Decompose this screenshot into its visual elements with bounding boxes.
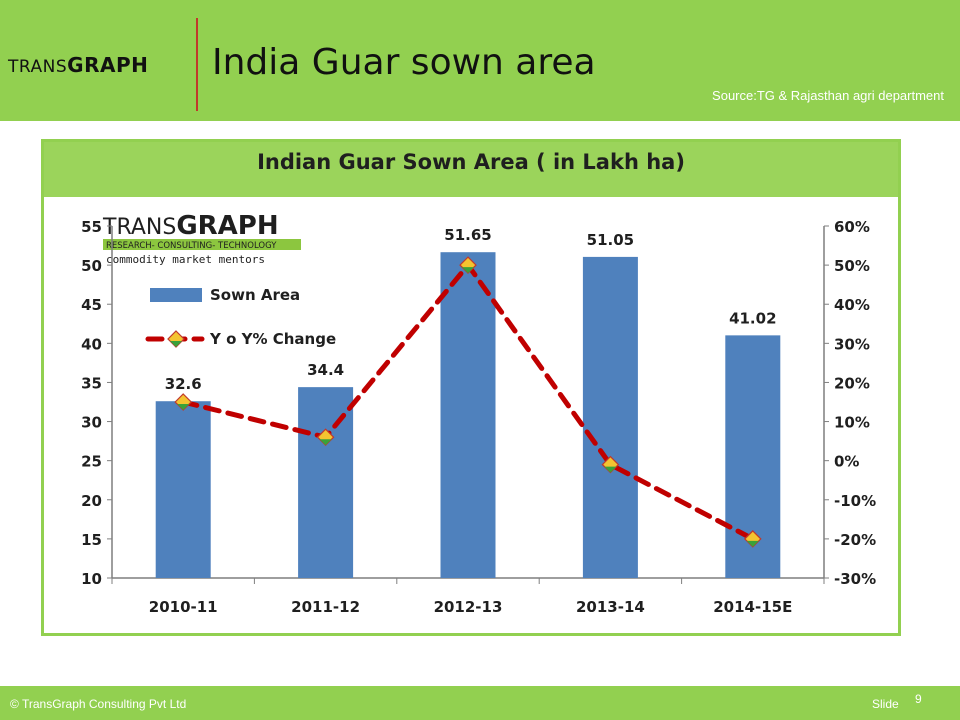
marker-diamond [743,530,762,548]
right-tick-label: 10% [834,414,870,432]
bar-value-label: 51.65 [444,226,491,244]
left-tick-label: 10 [81,570,102,588]
x-category-label: 2013-14 [576,598,645,616]
marker-lower-half [177,404,190,410]
left-tick-label: 15 [81,531,102,549]
transgraph-logo: TRANSGRAPH [8,53,148,77]
legend-bar-label: Sown Area [210,286,300,304]
yoy-change-marker [601,455,620,474]
marker-lower-half [170,341,182,347]
logo-suffix: GRAPH [67,53,149,77]
copyright-text: © TransGraph Consulting Pvt Ltd [10,697,187,711]
yoy-change-marker [316,428,335,447]
chart-title: Indian Guar Sown Area ( in Lakh ha) [257,150,685,174]
right-tick-label: 60% [834,218,870,236]
x-category-label: 2014-15E [713,598,792,616]
chart-logo: TRANSGRAPH RESEARCH- CONSULTING- TECHNOL… [102,211,301,266]
chart-logo-prefix: TRANS [102,215,176,240]
left-tick-label: 45 [81,296,102,314]
bar-value-label: 32.6 [165,375,202,393]
chart-logo-tagline-bg [103,239,301,250]
left-tick-label: 55 [81,218,102,236]
bar-value-label: 34.4 [307,361,344,379]
legend-line-label: Y o Y% Change [209,330,336,348]
left-tick-label: 25 [81,453,102,471]
right-tick-label: 50% [834,257,870,275]
chart-logo-tagline: RESEARCH- CONSULTING- TECHNOLOGY [106,241,277,251]
sown-area-bar [582,256,638,578]
header-divider [196,18,198,111]
logo-prefix: TRANS [8,57,68,77]
slide-title: India Guar sown area [212,42,596,83]
left-tick-label: 35 [81,374,102,392]
footer-bar [0,686,960,720]
bar-value-label: 51.05 [587,231,634,249]
right-tick-label: 20% [834,374,870,392]
slide-label: Slide [872,697,899,711]
chart-logo-motto: commodity market mentors [106,253,265,266]
right-tick-label: -30% [834,570,876,588]
chart-logo-name: TRANSGRAPH [102,211,279,241]
x-category-label: 2012-13 [434,598,503,616]
sown-area-bar [440,252,496,578]
bar-value-label: 41.02 [729,309,776,327]
slide-number: 9 [915,692,922,706]
right-tick-label: 0% [834,453,859,471]
header-bar [0,0,960,121]
yoy-change-marker [459,256,477,274]
right-tick-label: 30% [834,335,870,353]
yoy-change-marker [743,530,762,548]
legend-bar-swatch [150,288,202,302]
sown-area-bar [155,401,211,578]
marker-lower-half [746,540,759,547]
marker-lower-half [462,267,474,274]
left-tick-label: 20 [81,492,102,510]
chart-logo-suffix: GRAPH [176,211,278,241]
marker-diamond [601,455,620,474]
marker-lower-half [319,439,332,446]
left-tick-label: 50 [81,257,102,275]
chart-legend: Sown Area Y o Y% Change [145,286,336,348]
chart-title-bar [44,142,898,197]
x-category-label: 2011-12 [291,598,360,616]
yoy-change-marker [174,393,193,411]
x-category-label: 2010-11 [149,598,218,616]
right-tick-label: 40% [834,296,870,314]
legend-line-marker [167,330,185,348]
marker-lower-half [604,466,617,473]
left-tick-label: 30 [81,414,102,432]
right-tick-label: -20% [834,531,876,549]
left-tick-label: 40 [81,335,102,353]
source-note: Source:TG & Rajasthan agri department [712,88,944,103]
right-tick-label: -10% [834,492,876,510]
